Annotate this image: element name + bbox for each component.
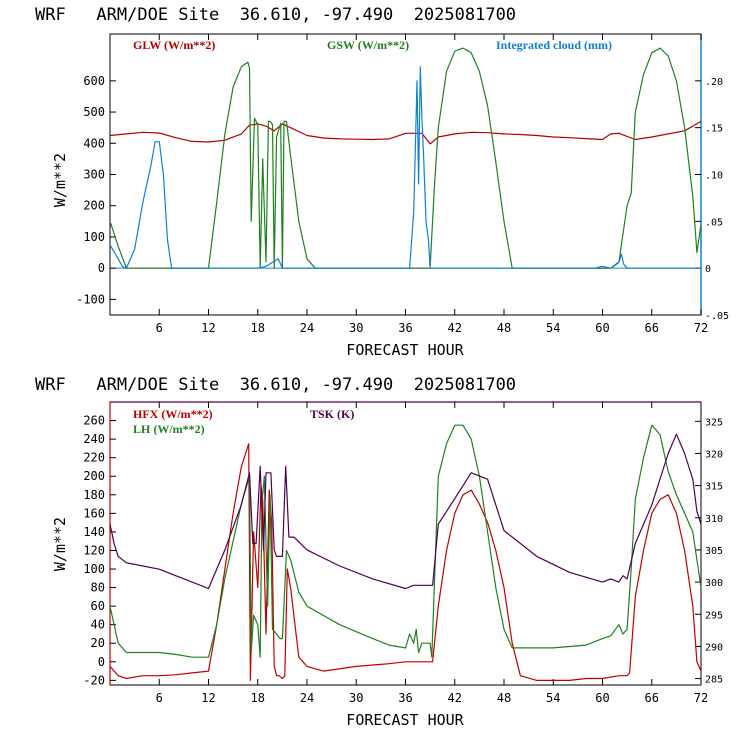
- top-x-tick-label: 42: [448, 321, 462, 335]
- bottom-x-tick-label: 24: [300, 691, 314, 705]
- top-x-axis-label: FORECAST HOUR: [346, 341, 464, 359]
- bottom-chart-title: WRF ARM/DOE Site 36.610, -97.490 2025081…: [35, 375, 516, 395]
- bottom-y-tick-label: 160: [83, 506, 105, 520]
- top-series-line-0: [109, 120, 702, 145]
- top-legend-gsw: GSW (W/m**2): [327, 38, 409, 52]
- top-y-tick-label: -100: [76, 292, 105, 306]
- top-x-tick-label: 18: [251, 321, 265, 335]
- bottom-y-tick-label: 0: [98, 655, 105, 669]
- bottom-x-tick-label: 36: [398, 691, 412, 705]
- top-y-tick-label: 100: [83, 230, 105, 244]
- bottom-x-tick-label: 54: [546, 691, 560, 705]
- bottom-y2-tick-label: 285: [705, 675, 723, 686]
- top-y-tick-label: 500: [83, 105, 105, 119]
- top-y2-tick-label: .05: [705, 217, 723, 228]
- top-x-tick-label: 54: [546, 321, 560, 335]
- top-legend-glw: GLW (W/m**2): [133, 38, 215, 52]
- top-y-tick-label: 300: [83, 168, 105, 182]
- bottom-y-tick-label: 120: [83, 543, 105, 557]
- bottom-y2-tick-label: 295: [705, 610, 723, 621]
- bottom-y-tick-label: -20: [83, 673, 105, 687]
- top-y2-tick-label: .10: [705, 171, 723, 182]
- top-x-tick-label: 30: [349, 321, 363, 335]
- bottom-y2-tick-label: 310: [705, 514, 723, 525]
- top-x-tick-label: 66: [645, 321, 659, 335]
- bottom-plot-frame: [109, 401, 702, 686]
- top-y2-tick-label: -.05: [705, 311, 729, 322]
- top-chart-title: WRF ARM/DOE Site 36.610, -97.490 2025081…: [35, 5, 516, 25]
- bottom-y-tick-label: 100: [83, 562, 105, 576]
- bottom-y-tick-label: 220: [83, 451, 105, 465]
- top-x-tick-label: 24: [300, 321, 314, 335]
- top-series-line-1: [109, 47, 702, 269]
- bottom-y-tick-label: 200: [83, 469, 105, 483]
- bottom-y2-tick-label: 320: [705, 449, 723, 460]
- top-y2-tick-label: 0: [705, 264, 711, 275]
- top-y-tick-label: 400: [83, 136, 105, 150]
- top-y-axis-label: W/m**2: [51, 153, 69, 207]
- top-y-tick-label: 200: [83, 199, 105, 213]
- bottom-series-line-1: [109, 424, 702, 658]
- top-plot-frame: [109, 33, 702, 316]
- top-y2-tick-label: .20: [705, 77, 723, 88]
- bottom-series-line-0: [109, 443, 702, 682]
- bottom-y-tick-label: 80: [91, 581, 105, 595]
- bottom-y2-tick-label: 305: [705, 546, 723, 557]
- bottom-x-tick-label: 30: [349, 691, 363, 705]
- top-y-tick-label: 600: [83, 74, 105, 88]
- top-x-tick-label: 36: [398, 321, 412, 335]
- bottom-x-tick-label: 6: [156, 691, 163, 705]
- bottom-y-tick-label: 260: [83, 414, 105, 428]
- bottom-legend-tsk: TSK (K): [310, 407, 354, 421]
- top-x-tick-label: 72: [694, 321, 708, 335]
- bottom-y2-tick-label: 325: [705, 417, 723, 428]
- top-y-tick-label: 0: [98, 261, 105, 275]
- bottom-x-axis-label: FORECAST HOUR: [346, 711, 464, 729]
- bottom-plot-area: 6 12 18 24 30 36 42 48 54 60 66 72 -20 0 20 40 60 80 100 12…: [83, 401, 723, 705]
- bottom-x-tick-label: 18: [251, 691, 265, 705]
- bottom-y-tick-label: 140: [83, 525, 105, 539]
- bottom-x-tick-label: 48: [497, 691, 511, 705]
- bottom-y2-tick-label: 315: [705, 482, 723, 493]
- top-x-tick-label: 60: [595, 321, 609, 335]
- top-x-tick-label: 6: [156, 321, 163, 335]
- bottom-y-tick-label: 240: [83, 432, 105, 446]
- top-y2-tick-label: .15: [705, 124, 723, 135]
- bottom-y-tick-label: 20: [91, 636, 105, 650]
- bottom-y-tick-label: 40: [91, 618, 105, 632]
- top-plot-area: 6 12 18 24 30 36 42 48 54 60 66 72 -100 0 100 200 300 400…: [76, 33, 729, 335]
- top-series-line-2: [109, 66, 701, 269]
- bottom-x-tick-label: 60: [595, 691, 609, 705]
- bottom-y-tick-label: 60: [91, 599, 105, 613]
- bottom-y-axis-label: W/m**2: [51, 517, 69, 571]
- bottom-x-tick-label: 66: [645, 691, 659, 705]
- bottom-legend-lh: LH (W/m**2): [133, 422, 205, 436]
- bottom-y-tick-label: 180: [83, 488, 105, 502]
- top-x-tick-label: 12: [201, 321, 215, 335]
- bottom-legend-hfx: HFX (W/m**2): [133, 407, 213, 421]
- bottom-series-line-2: [109, 433, 702, 590]
- top-legend-cloud: Integrated cloud (mm): [496, 38, 612, 52]
- top-x-tick-label: 48: [497, 321, 511, 335]
- bottom-y2-tick-label: 290: [705, 642, 723, 653]
- bottom-y2-tick-label: 300: [705, 578, 723, 589]
- bottom-x-tick-label: 72: [694, 691, 708, 705]
- bottom-x-tick-label: 42: [448, 691, 462, 705]
- bottom-x-tick-label: 12: [201, 691, 215, 705]
